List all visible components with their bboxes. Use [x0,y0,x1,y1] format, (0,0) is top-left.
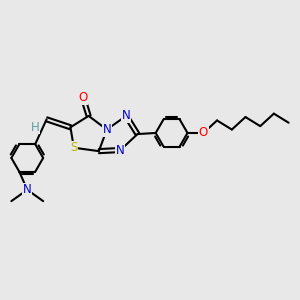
Text: O: O [78,91,88,104]
Text: N: N [122,110,130,122]
Text: O: O [199,127,208,140]
Text: N: N [102,123,111,136]
Text: H: H [31,121,40,134]
Text: S: S [70,141,78,154]
Text: N: N [116,143,125,157]
Text: N: N [23,183,32,196]
